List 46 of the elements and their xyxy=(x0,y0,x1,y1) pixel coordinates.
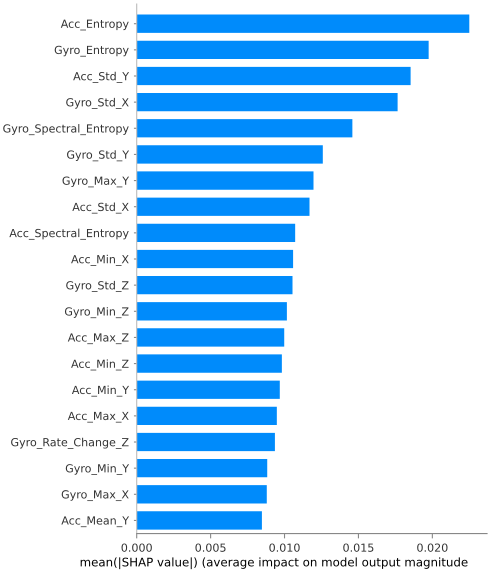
y-tick-label: Gyro_Std_X xyxy=(66,98,129,109)
x-tick-label: 0.010 xyxy=(269,543,300,552)
bar xyxy=(136,459,268,478)
bar xyxy=(136,250,294,268)
y-tick-label: Gyro_Std_Y xyxy=(67,150,130,162)
bar xyxy=(136,511,262,530)
bar xyxy=(136,302,287,320)
y-tick-label: Acc_Min_Y xyxy=(72,386,130,397)
y-tick-label: Acc_Min_Z xyxy=(71,359,129,370)
bar xyxy=(136,432,275,452)
y-tick-label: Gyro_Min_Y xyxy=(66,464,130,475)
y-tick-label: Acc_Std_X xyxy=(72,202,129,214)
bar xyxy=(136,380,280,399)
y-tick-label: Acc_Mean_Y xyxy=(61,516,130,528)
y-tick-label: Gyro_Entropy xyxy=(54,46,129,57)
y-tick-label: Acc_Std_Y xyxy=(73,72,130,83)
bar xyxy=(136,40,429,59)
bar xyxy=(136,198,310,216)
x-tick-label: 0.005 xyxy=(195,543,226,552)
y-tick-label: Acc_Min_X xyxy=(71,254,129,266)
bar xyxy=(136,92,398,112)
x-tick-label: 0.020 xyxy=(417,543,448,552)
bar xyxy=(136,328,284,347)
bar xyxy=(136,145,323,164)
bar xyxy=(136,14,470,33)
bar xyxy=(136,119,352,138)
bar xyxy=(136,354,282,373)
bar xyxy=(136,171,314,190)
y-tick-label: Gyro_Max_X xyxy=(62,490,129,502)
y-tick-label: Gyro_Spectral_Entropy xyxy=(3,124,129,136)
bar xyxy=(136,485,267,504)
y-tick-label: Gyro_Min_Z xyxy=(64,307,129,318)
y-tick-label: Acc_Spectral_Entropy xyxy=(9,228,129,240)
y-tick-label: Gyro_Max_Y xyxy=(62,176,130,188)
x-tick-label: 0.000 xyxy=(122,543,152,552)
bar xyxy=(136,66,411,86)
y-tick-label: Gyro_Std_Z xyxy=(66,280,129,292)
bar xyxy=(136,406,277,426)
y-tick-label: Acc_Max_X xyxy=(68,412,129,423)
x-tick-label: 0.015 xyxy=(343,543,374,552)
y-tick-label: Acc_Max_Z xyxy=(68,333,129,344)
y-tick-label: Acc_Entropy xyxy=(60,20,129,30)
y-tick-label: Gyro_Rate_Change_Z xyxy=(11,438,129,449)
bar xyxy=(136,224,296,242)
x-axis-title: mean(|SHAP value|) (average impact on model output magnitude xyxy=(80,557,468,570)
bar xyxy=(136,276,293,294)
